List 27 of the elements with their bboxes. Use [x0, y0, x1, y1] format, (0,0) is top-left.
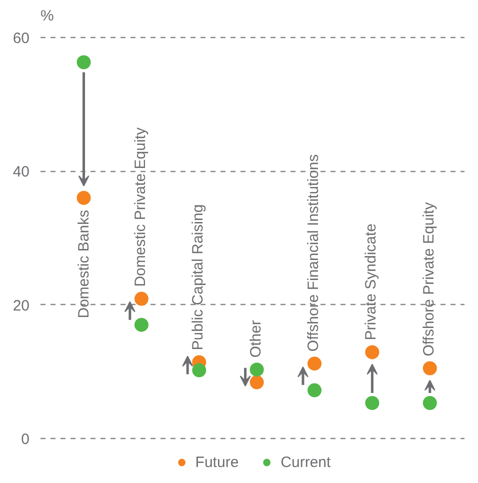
- point: [250, 375, 264, 390]
- point: [134, 318, 148, 332]
- point: [422, 396, 437, 410]
- y-tick-label: 20: [12, 297, 30, 314]
- x-tick-label: Other: [247, 320, 264, 358]
- point: [76, 55, 91, 70]
- legend-label: Future: [195, 454, 239, 470]
- y-tick-label: 0: [21, 430, 30, 448]
- y-tick-label: 40: [12, 164, 30, 181]
- legend-label: Current: [280, 454, 331, 470]
- point: [365, 345, 380, 360]
- y-axis-title: %: [40, 8, 54, 24]
- point: [76, 190, 91, 205]
- x-tick-label: Private Syndicate: [362, 223, 380, 340]
- x-tick-label: Public Capital Raising: [190, 204, 207, 350]
- point: [134, 292, 148, 306]
- point: [422, 361, 437, 376]
- point: [365, 396, 380, 410]
- point: [192, 363, 206, 378]
- x-tick-label: Domestic Banks: [75, 210, 92, 318]
- x-tick-label: Offshore Financial Institutions: [305, 154, 322, 352]
- point: [250, 362, 264, 377]
- x-tick-label: Offshore Private Equity: [420, 202, 438, 356]
- point: [308, 356, 322, 371]
- y-tick-label: 60: [12, 30, 30, 48]
- point: [308, 383, 322, 398]
- x-tick-label: Domestic Private Equity: [132, 127, 149, 287]
